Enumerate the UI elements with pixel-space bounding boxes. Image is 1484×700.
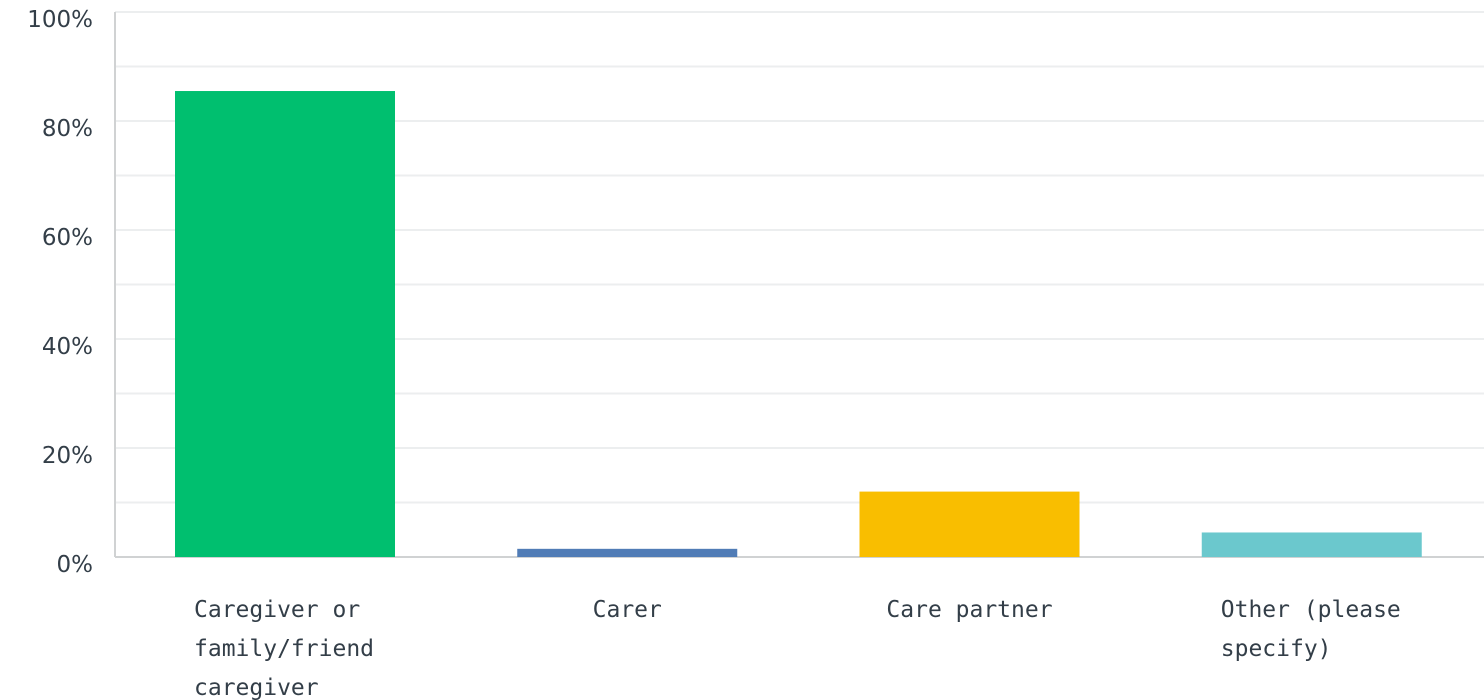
- x-category-label: Other (please specify): [1221, 597, 1401, 662]
- y-tick-labels: 0% 20% 40% 60% 80% 100%: [27, 7, 93, 578]
- y-tick-label: 20%: [42, 443, 93, 469]
- bar: [517, 548, 738, 557]
- y-tick-label: 100%: [27, 7, 93, 33]
- y-tick-label: 0%: [57, 552, 94, 578]
- y-tick-label: 80%: [42, 116, 93, 142]
- x-category-labels: Caregiver or family/friend caregiver Carer C…: [194, 597, 1401, 700]
- x-category-label: Carer: [593, 597, 662, 623]
- y-tick-label: 60%: [42, 225, 93, 251]
- x-category-label: Care partner: [886, 597, 1052, 623]
- bars: [175, 91, 1422, 558]
- bar: [175, 91, 395, 558]
- bar: [859, 491, 1080, 557]
- y-tick-label: 40%: [42, 334, 93, 360]
- bar: [1201, 532, 1422, 557]
- x-category-label: Caregiver or family/friend caregiver: [194, 597, 374, 700]
